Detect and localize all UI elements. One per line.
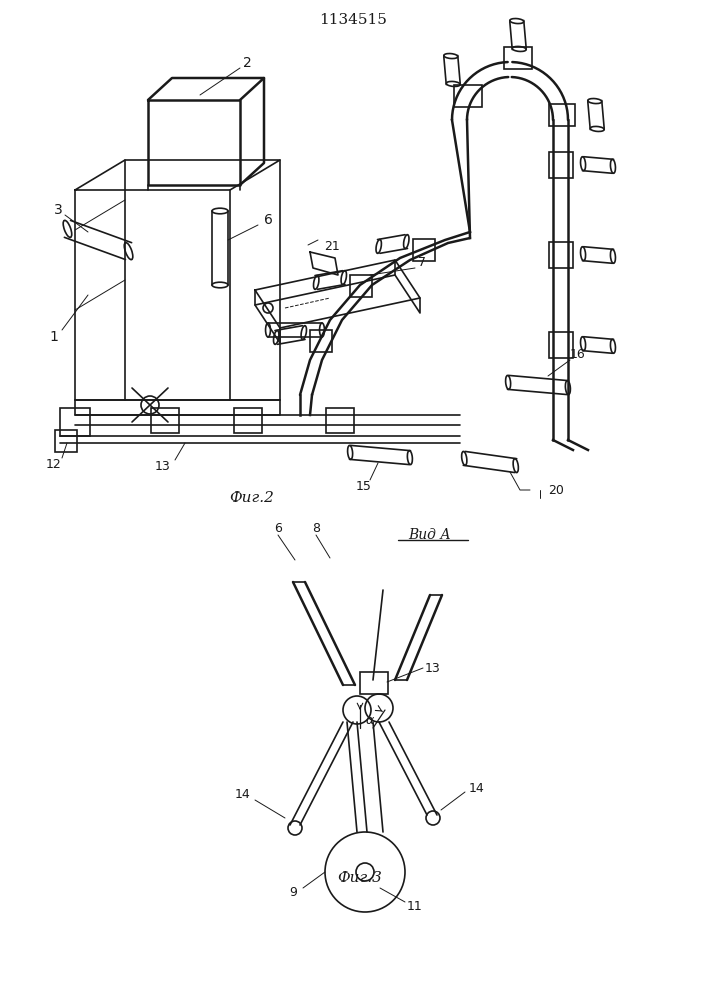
Bar: [310, 330, 332, 352]
Bar: [350, 275, 372, 297]
Bar: [326, 408, 354, 433]
Text: 20: 20: [548, 484, 564, 496]
Bar: [234, 408, 262, 433]
Text: 12: 12: [46, 458, 62, 471]
Text: 6: 6: [274, 522, 282, 534]
Text: 14: 14: [235, 788, 251, 802]
Text: 14: 14: [469, 782, 485, 794]
Bar: [549, 152, 573, 178]
Text: 13: 13: [155, 460, 171, 473]
Text: 1: 1: [49, 330, 59, 344]
Text: 11: 11: [407, 900, 423, 912]
Bar: [549, 104, 575, 126]
Bar: [151, 408, 179, 433]
Text: 1134515: 1134515: [319, 13, 387, 27]
Text: Фиг.3: Фиг.3: [337, 871, 382, 885]
Bar: [504, 47, 532, 69]
Bar: [360, 672, 388, 694]
Text: 8: 8: [312, 522, 320, 534]
Text: 16: 16: [570, 348, 586, 360]
Text: 9: 9: [289, 886, 297, 898]
Bar: [60, 408, 90, 436]
Bar: [55, 430, 77, 452]
Text: 15: 15: [356, 481, 372, 493]
Text: Фиг.2: Фиг.2: [230, 491, 274, 505]
Text: Вид А: Вид А: [409, 528, 451, 542]
Text: α: α: [366, 714, 374, 726]
Text: 3: 3: [54, 203, 62, 217]
Bar: [549, 242, 573, 268]
Text: 7: 7: [418, 256, 426, 269]
Text: 21: 21: [324, 240, 340, 253]
Text: 2: 2: [243, 56, 252, 70]
Text: 13: 13: [425, 662, 441, 674]
Bar: [549, 332, 573, 358]
Text: 6: 6: [264, 213, 272, 227]
Bar: [412, 239, 435, 261]
Bar: [454, 85, 482, 107]
